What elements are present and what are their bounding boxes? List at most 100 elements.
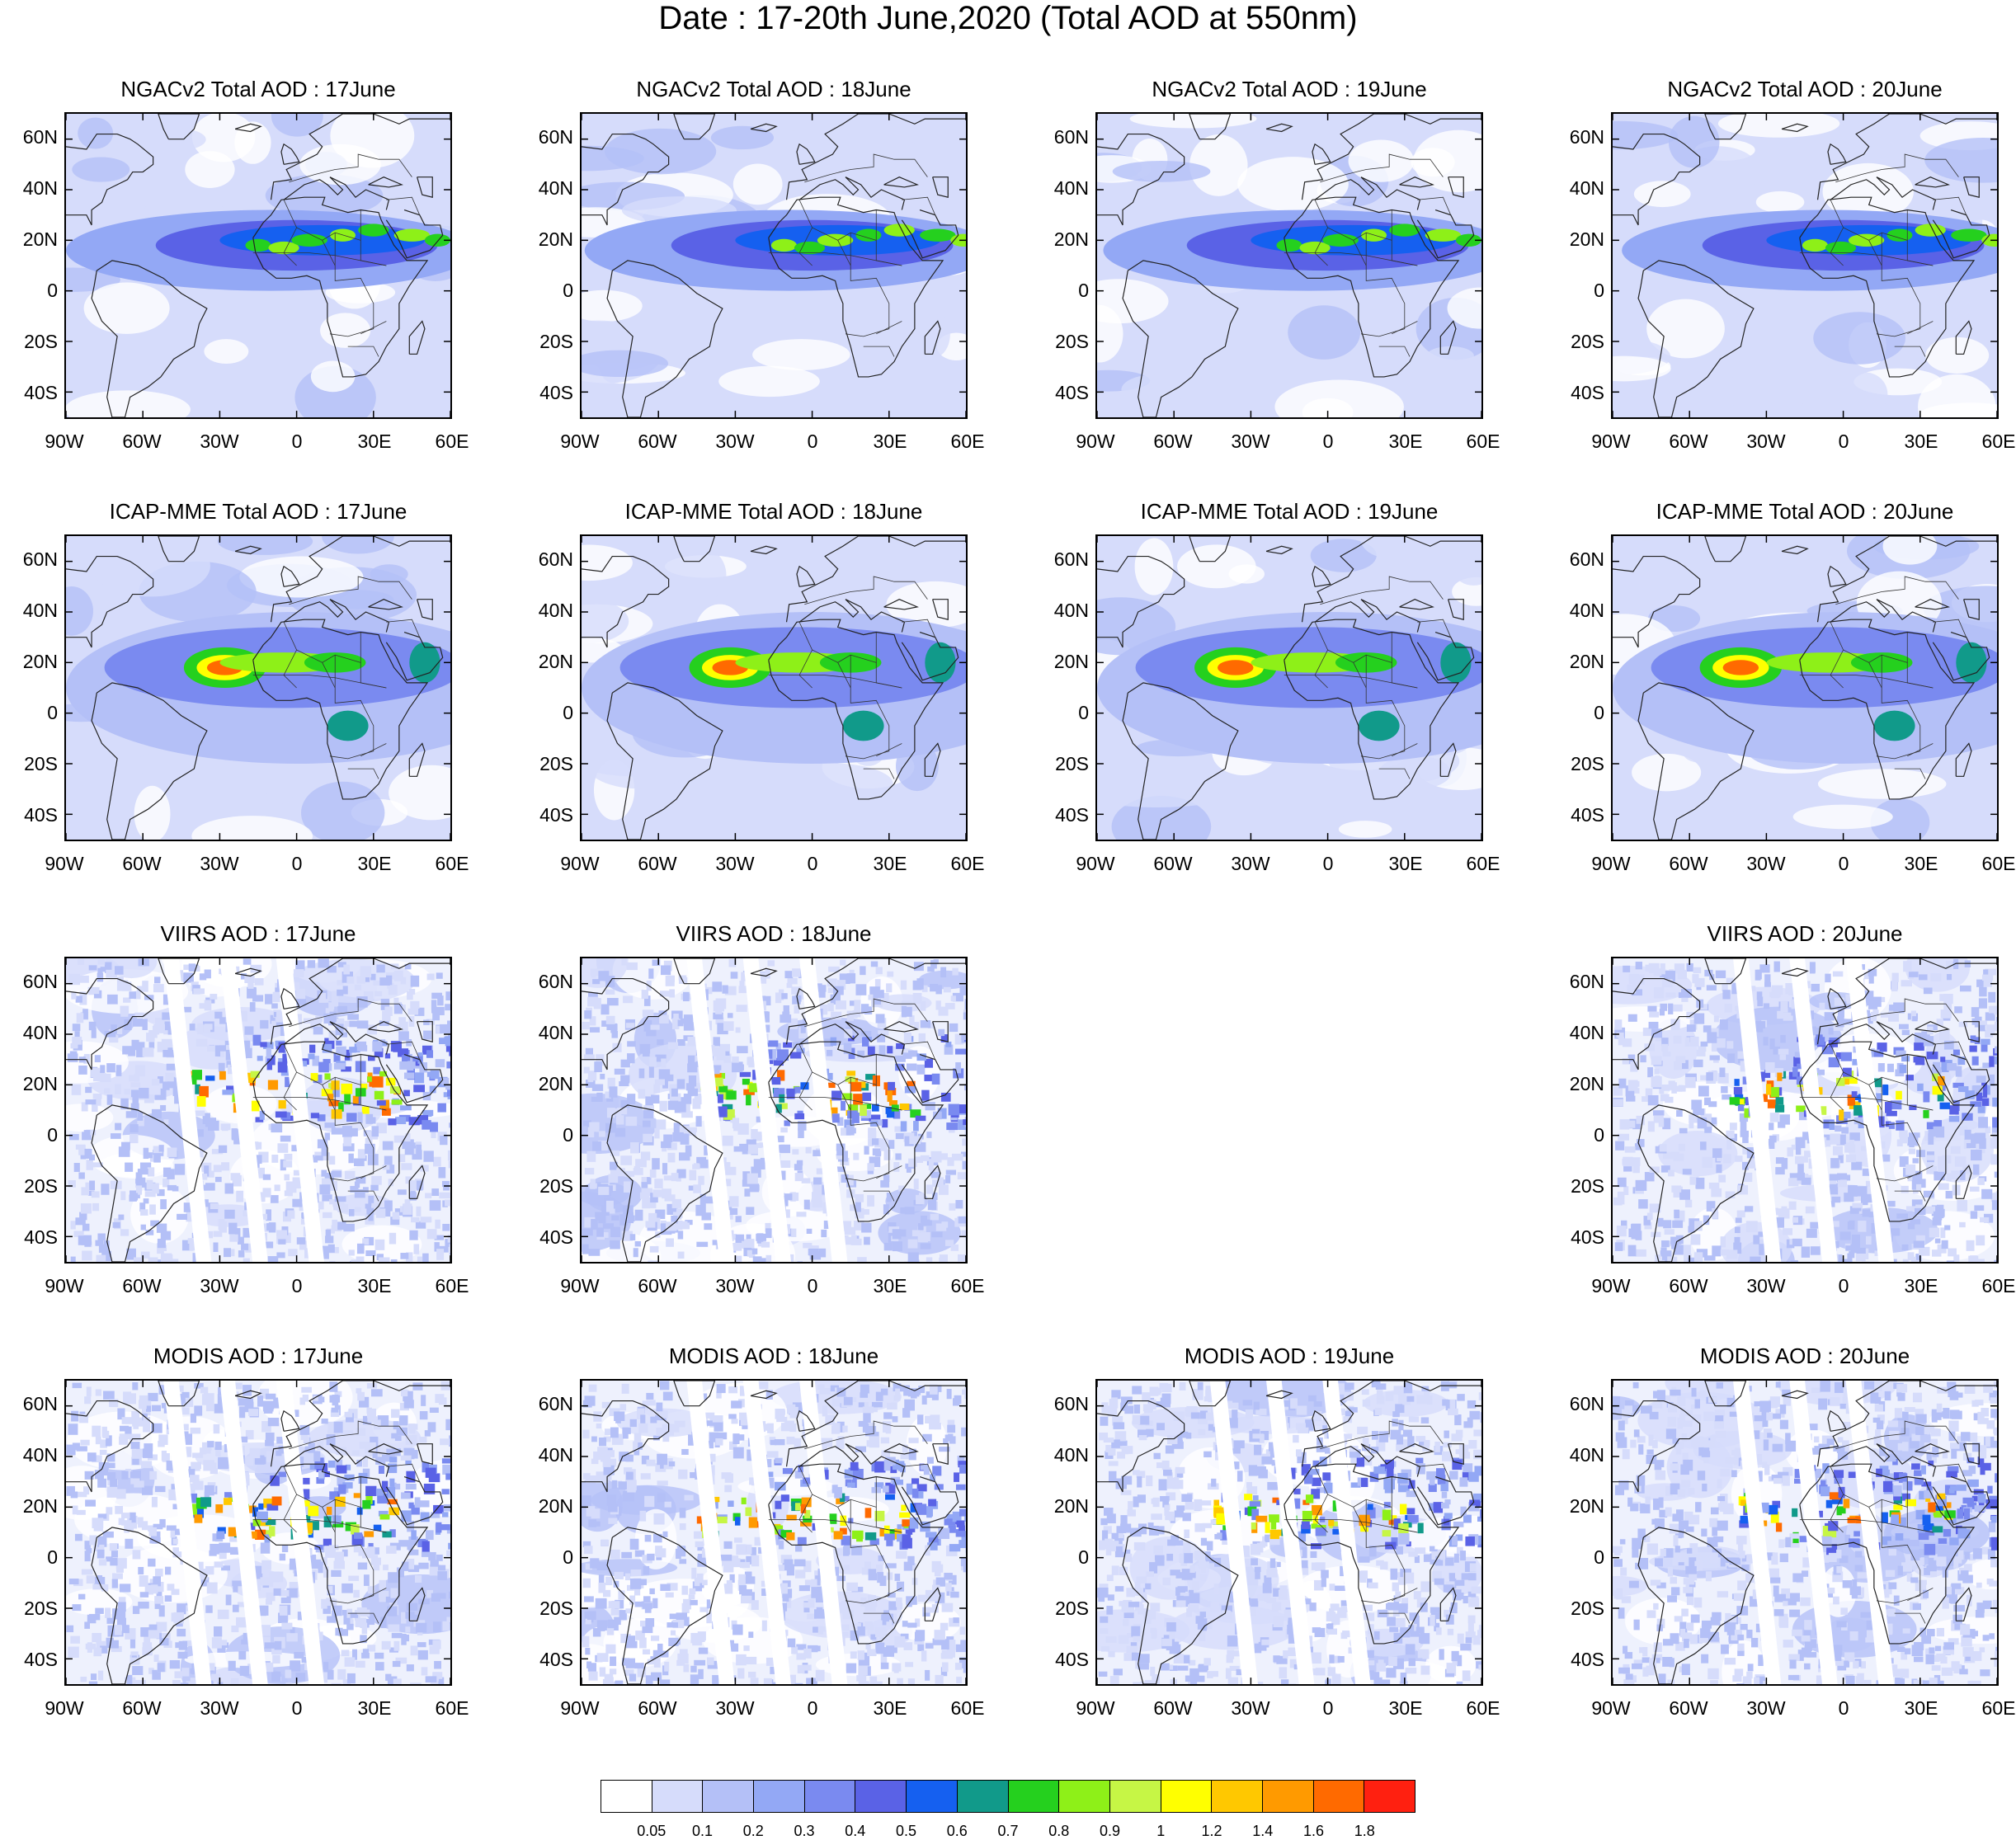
- retrieval-pixel: [1846, 1155, 1856, 1162]
- y-tick-label: 40S: [516, 1226, 573, 1249]
- retrieval-pixel: [1992, 1200, 1997, 1210]
- retrieval-pixel: [1665, 1229, 1675, 1235]
- y-tick-label: 40N: [1547, 600, 1604, 622]
- y-tick-label: 20S: [0, 331, 58, 353]
- x-tick-label: 30E: [857, 1275, 923, 1297]
- retrieval-pixel: [270, 1572, 280, 1583]
- retrieval-pixel: [1700, 1141, 1707, 1150]
- retrieval-pixel: [920, 1232, 930, 1241]
- retrieval-pixel: [401, 977, 407, 985]
- retrieval-pixel: [1792, 1239, 1802, 1246]
- retrieval-pixel: [374, 1653, 384, 1659]
- y-tick-label: 60N: [1547, 126, 1604, 148]
- retrieval-pixel: [662, 1163, 667, 1174]
- retrieval-pixel: [190, 1024, 195, 1030]
- retrieval-pixel: [1711, 1188, 1722, 1197]
- aod-patch: [1113, 161, 1211, 182]
- retrieval-pixel: [1673, 1154, 1684, 1161]
- aod-patch: [185, 151, 234, 188]
- aod-patch: [1756, 191, 1805, 213]
- retrieval-pixel: [1833, 972, 1843, 977]
- retrieval-pixel: [328, 1245, 335, 1253]
- retrieval-pixel: [210, 1462, 216, 1473]
- dust-plume: [1276, 239, 1302, 252]
- retrieval-pixel: [867, 1195, 874, 1207]
- retrieval-pixel: [439, 1193, 450, 1199]
- retrieval-pixel: [111, 1133, 121, 1139]
- retrieval-pixel: [651, 1025, 660, 1030]
- dust-plume: [925, 642, 955, 683]
- retrieval-pixel: [200, 1447, 206, 1454]
- x-tick-label: 90W: [1578, 853, 1644, 875]
- retrieval-pixel: [1723, 1154, 1731, 1163]
- retrieval-pixel: [149, 1471, 157, 1480]
- y-tick-label: 40N: [0, 1022, 58, 1044]
- retrieval-pixel: [78, 1066, 87, 1075]
- retrieval-pixel: [916, 1195, 925, 1204]
- retrieval-pixel: [912, 1230, 920, 1236]
- retrieval-pixel: [134, 1074, 140, 1082]
- retrieval-pixel: [167, 1169, 174, 1179]
- retrieval-pixel: [791, 986, 801, 995]
- dust-plume: [817, 234, 853, 247]
- retrieval-pixel: [436, 972, 443, 978]
- y-tick-label: 60N: [1547, 548, 1604, 571]
- retrieval-pixel: [1986, 1024, 1995, 1035]
- retrieval-pixel: [352, 1450, 360, 1455]
- x-tick-label: 30E: [1888, 431, 1954, 453]
- retrieval-pixel: [100, 1450, 107, 1455]
- retrieval-pixel: [139, 1088, 148, 1099]
- retrieval-pixel: [121, 1520, 131, 1526]
- retrieval-pixel: [212, 1637, 222, 1649]
- retrieval-pixel: [408, 1550, 418, 1555]
- retrieval-pixel: [193, 988, 205, 994]
- map-frame: [580, 1379, 968, 1686]
- retrieval-pixel: [444, 1037, 450, 1043]
- retrieval-pixel: [1829, 1057, 1839, 1067]
- retrieval-pixel: [71, 1411, 78, 1422]
- retrieval-pixel: [393, 1678, 402, 1684]
- retrieval-pixel: [1947, 974, 1952, 980]
- retrieval-pixel: [275, 1641, 282, 1650]
- retrieval-pixel: [671, 1631, 676, 1635]
- retrieval-pixel: [1726, 1139, 1731, 1149]
- retrieval-pixel: [141, 1225, 146, 1231]
- retrieval-pixel: [1797, 1173, 1805, 1181]
- retrieval-pixel: [121, 1471, 128, 1480]
- retrieval-pixel: [335, 1551, 344, 1560]
- retrieval-pixel: [434, 1661, 441, 1669]
- retrieval-pixel: [1856, 1254, 1866, 1262]
- retrieval-pixel: [427, 973, 435, 980]
- x-tick-label: 60W: [1140, 431, 1206, 453]
- retrieval-pixel: [1930, 973, 1941, 981]
- retrieval-pixel: [93, 1648, 101, 1657]
- aod-patch: [1634, 181, 1691, 207]
- retrieval-pixel: [627, 1094, 635, 1104]
- y-tick-label: 20N: [0, 228, 58, 251]
- retrieval-pixel: [606, 1016, 615, 1024]
- retrieval-pixel: [1909, 1149, 1915, 1155]
- retrieval-pixel: [97, 972, 103, 981]
- retrieval-pixel: [71, 1257, 76, 1262]
- retrieval-pixel: [143, 1047, 154, 1056]
- retrieval-pixel: [377, 1100, 386, 1105]
- y-tick-label: 40S: [516, 804, 573, 826]
- retrieval-pixel: [1929, 1129, 1936, 1136]
- x-tick-label: 90W: [1578, 1275, 1644, 1297]
- retrieval-pixel: [1923, 1110, 1929, 1118]
- retrieval-pixel: [325, 1132, 330, 1140]
- retrieval-pixel: [411, 1645, 418, 1655]
- retrieval-pixel: [282, 1546, 288, 1553]
- retrieval-pixel: [244, 1026, 253, 1034]
- dust-plume: [1951, 229, 1986, 242]
- retrieval-pixel: [1690, 1234, 1700, 1245]
- retrieval-pixel: [862, 1093, 871, 1101]
- aod-patch: [718, 366, 820, 397]
- retrieval-pixel: [211, 1674, 220, 1682]
- retrieval-pixel: [356, 1256, 365, 1262]
- x-tick-label: 0: [1811, 853, 1877, 875]
- retrieval-pixel: [669, 989, 675, 997]
- retrieval-pixel: [332, 1127, 342, 1134]
- retrieval-pixel: [405, 1133, 410, 1141]
- retrieval-pixel: [78, 1173, 84, 1179]
